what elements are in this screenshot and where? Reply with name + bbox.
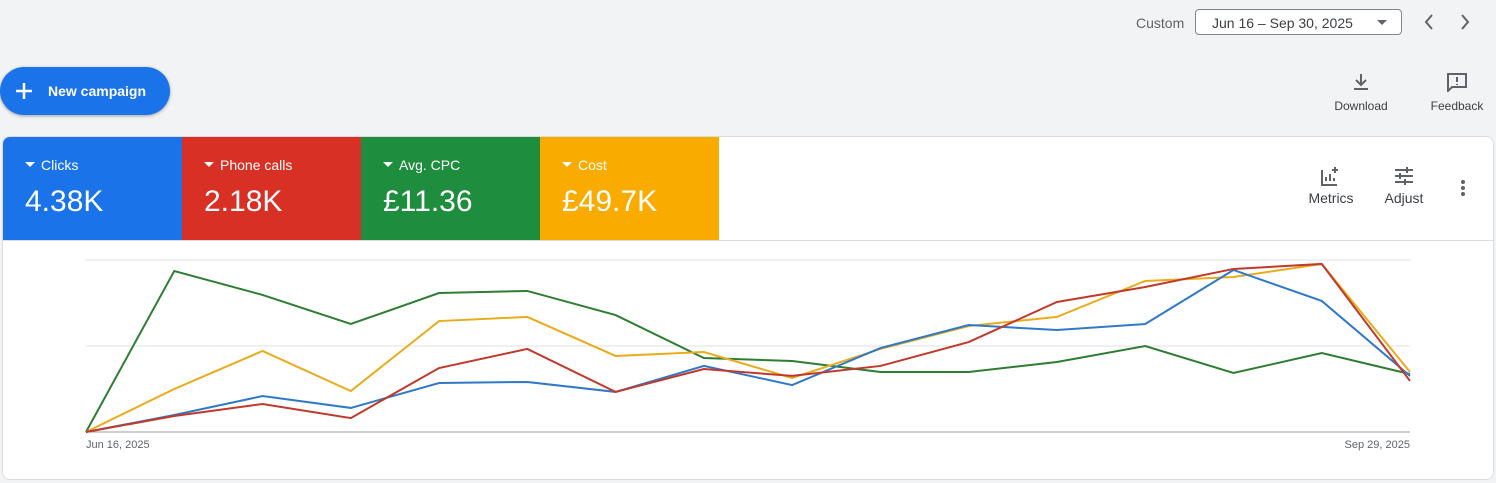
- series-line: [85, 268, 1411, 433]
- metric-tile[interactable]: Clicks 4.38K: [3, 137, 182, 240]
- metric-name: Avg. CPC: [382, 157, 461, 173]
- metric-tile[interactable]: Avg. CPC £11.36: [361, 137, 540, 240]
- chart: Jun 16, 2025 Sep 29, 2025: [85, 259, 1411, 451]
- metric-total: £11.36: [383, 185, 473, 218]
- series-line: [85, 262, 1411, 433]
- new-campaign-button[interactable]: New campaign: [0, 67, 170, 115]
- button-label: New campaign: [48, 83, 147, 99]
- feedback-icon: [1447, 73, 1467, 94]
- download-button[interactable]: Download: [1321, 72, 1401, 113]
- feedback-button[interactable]: Feedback: [1417, 72, 1496, 113]
- metric-total: 4.38K: [25, 185, 104, 218]
- prev-button[interactable]: [1424, 14, 1433, 30]
- divider: [3, 240, 1493, 241]
- date-range: Jun 16 – Sep 30, 2025: [1212, 15, 1353, 31]
- performance-card: Clicks 4.38K Phone calls 2.18K Avg. CPC £11.3…: [2, 136, 1494, 480]
- button-label: Download: [1334, 99, 1388, 113]
- metrics-button[interactable]: Metrics: [1296, 165, 1366, 206]
- metric-tile[interactable]: Cost £49.7K: [540, 137, 719, 240]
- button-label: Feedback: [1430, 99, 1484, 113]
- more-menu[interactable]: [1459, 179, 1467, 199]
- metric-total: 2.18K: [204, 185, 283, 218]
- x-tick-label: Jun 16, 2025: [86, 439, 150, 451]
- next-button[interactable]: [1461, 14, 1470, 30]
- metrics-icon: [1321, 167, 1338, 186]
- metric-name: Phone calls: [203, 157, 293, 173]
- download-icon: [1354, 74, 1368, 90]
- date-range-picker[interactable]: Jun 16 – Sep 30, 2025: [1195, 9, 1402, 35]
- metric-tile[interactable]: Phone calls 2.18K: [182, 137, 361, 240]
- nav-arrows: [1424, 14, 1470, 30]
- x-tick-label: Sep 29, 2025: [1345, 439, 1410, 451]
- button-label: Adjust: [1384, 190, 1424, 206]
- series-line: [85, 269, 1411, 433]
- button-label: Metrics: [1308, 190, 1354, 206]
- range-label: Custom: [1136, 15, 1185, 31]
- adjust-icon: [1395, 167, 1413, 185]
- series-line: [85, 262, 1411, 433]
- adjust-button[interactable]: Adjust: [1369, 165, 1439, 206]
- metric-total: £49.7K: [562, 185, 658, 218]
- metric-name: Cost: [562, 157, 607, 173]
- metric-name: Clicks: [24, 157, 79, 173]
- plus-icon: [16, 83, 32, 99]
